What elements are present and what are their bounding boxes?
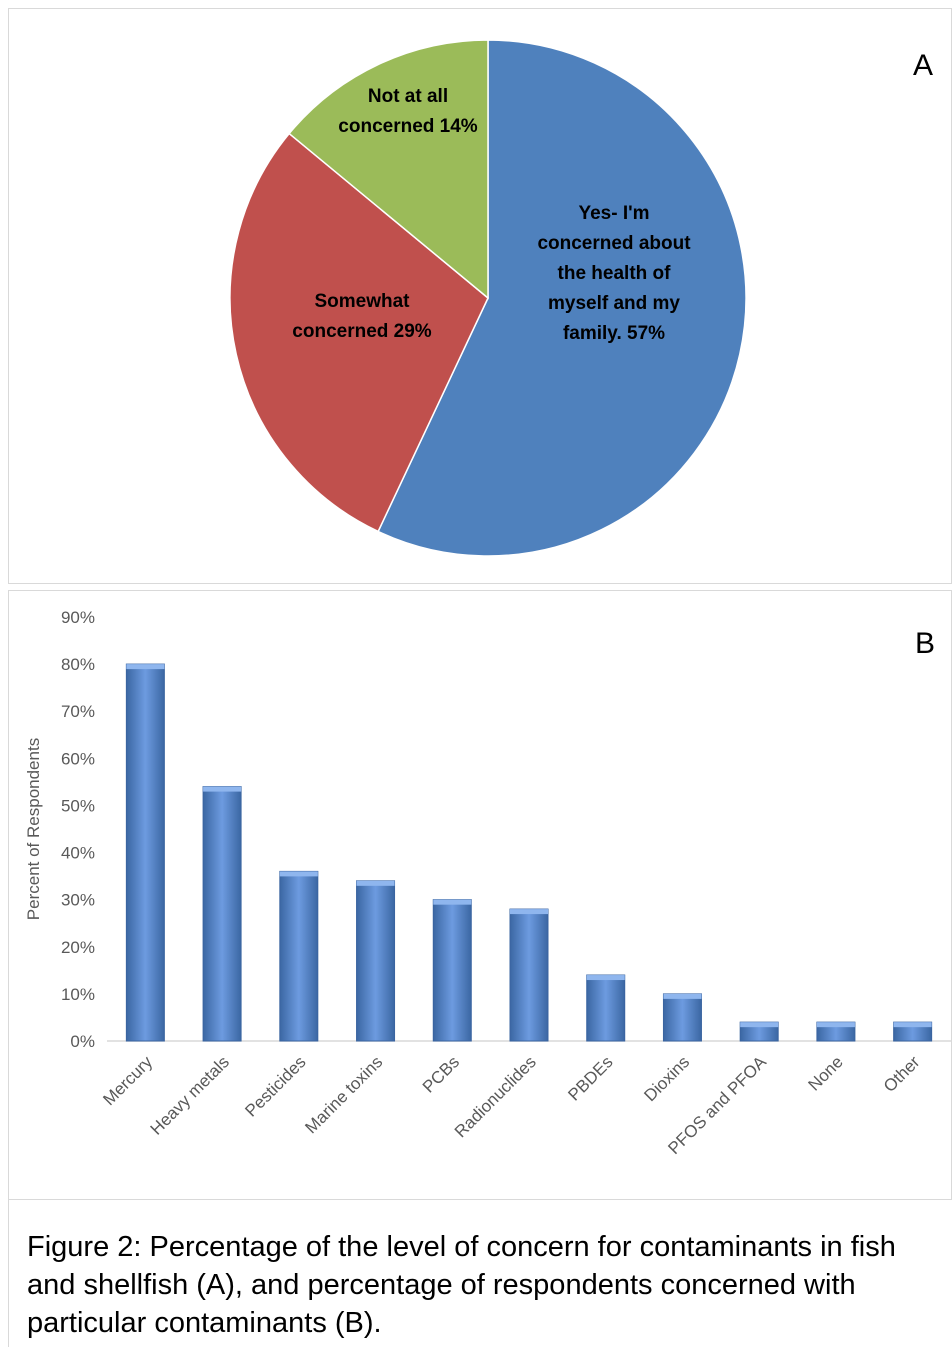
bar-top-bevel <box>203 786 242 792</box>
y-tick-label: 50% <box>61 796 95 815</box>
bar-top-bevel <box>510 909 548 915</box>
bar-top-bevel <box>433 899 472 905</box>
y-tick-label: 10% <box>61 985 95 1004</box>
pie-slice-label: Not at all concerned 14% <box>338 86 477 137</box>
y-tick-label: 20% <box>61 938 95 957</box>
bar <box>509 908 549 1042</box>
x-tick-label: Dioxins <box>640 1052 693 1105</box>
bar-top-bevel <box>356 880 395 886</box>
y-tick-label: 90% <box>61 608 95 627</box>
x-tick-label: Pesticides <box>241 1052 309 1120</box>
bar-top-bevel <box>586 975 625 981</box>
bar-chart: 0% 10% 20% 30% 40% 50% 60% 70% 80% 90% Percent of … <box>24 608 951 1158</box>
y-tick-label: 70% <box>61 702 95 721</box>
y-tick-label: 40% <box>61 844 95 863</box>
pie-chart: Yes- I'm concerned about the health of myse… <box>229 39 747 557</box>
bar <box>125 663 165 1042</box>
x-tick-label: None <box>805 1052 847 1094</box>
bar-top-bevel <box>279 871 318 877</box>
figure-caption: Figure 2: Percentage of the level of con… <box>8 1200 952 1347</box>
x-tick-label: Other <box>880 1052 924 1096</box>
y-axis-label: Percent of Respondents <box>24 738 43 920</box>
pie-slice <box>377 39 747 557</box>
y-tick-label: 0% <box>70 1032 95 1051</box>
bar <box>202 786 242 1042</box>
bar-top-bevel <box>816 1022 855 1028</box>
y-tick-label: 30% <box>61 891 95 910</box>
bar <box>432 899 472 1042</box>
bar-top-bevel <box>740 1022 779 1028</box>
pie-slice-label: Yes- I'm concerned about the health of myse… <box>537 203 691 344</box>
x-tick-label: Marine toxins <box>301 1052 386 1137</box>
pie-chart-panel: Yes- I'm concerned about the health of myse… <box>8 8 952 584</box>
x-tick-label: Heavy metals <box>147 1052 233 1138</box>
x-tick-label: Mercury <box>99 1052 156 1109</box>
panel-label-b: B <box>915 627 936 660</box>
pie-slice <box>229 132 489 533</box>
panel-label-a: A <box>913 49 934 82</box>
x-tick-label: PCBs <box>419 1052 463 1096</box>
bar-chart-panel: 0% 10% 20% 30% 40% 50% 60% 70% 80% 90% Percent of … <box>8 590 952 1200</box>
bar-top-bevel <box>893 1022 932 1028</box>
bar <box>279 870 319 1042</box>
y-tick-label: 80% <box>61 655 95 674</box>
bar-top-bevel <box>126 664 165 670</box>
bar <box>586 974 626 1042</box>
bar <box>662 993 702 1042</box>
x-tick-label: PBDEs <box>564 1052 616 1104</box>
bar <box>356 880 396 1042</box>
pie-slice-label: Somewhat concerned 29% <box>292 291 431 342</box>
y-tick-label: 60% <box>61 749 95 768</box>
bar-top-bevel <box>663 993 702 999</box>
pie-slice <box>288 39 489 300</box>
x-tick-label: Radionuclides <box>451 1052 540 1141</box>
